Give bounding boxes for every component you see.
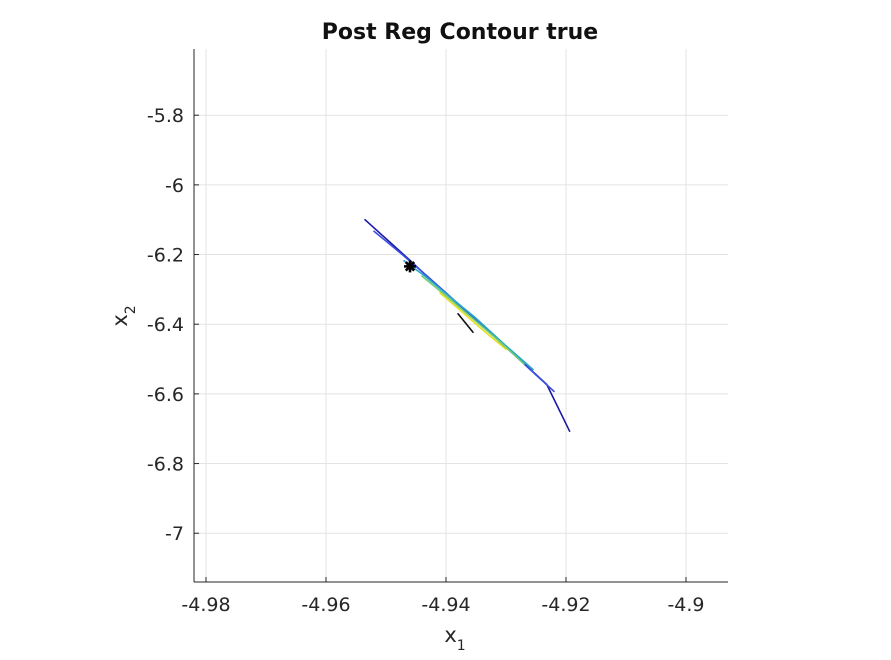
- y-axis-label-subscript: 2: [123, 305, 139, 314]
- contour-line: [439, 292, 507, 351]
- x-tick-label: -4.96: [301, 594, 350, 616]
- x-tick-label: -4.98: [181, 594, 230, 616]
- chart-title: Post Reg Contour true: [322, 20, 598, 45]
- y-tick-label: -7: [165, 523, 184, 545]
- y-axis-label: x2: [108, 305, 139, 326]
- contour-line: [403, 259, 534, 371]
- y-tick-label: -6.6: [147, 384, 184, 406]
- y-tick-label: -6.2: [147, 245, 184, 267]
- x-axis-label-text: x: [444, 623, 456, 647]
- y-axis-label-text: x: [108, 314, 132, 326]
- y-tick-label: -6.8: [147, 454, 184, 476]
- grid-layer: [194, 49, 728, 582]
- x-tick-label: -4.92: [541, 594, 590, 616]
- y-tick-label: -5.8: [147, 105, 184, 127]
- plot-layer: [364, 218, 571, 433]
- x-axis-label-subscript: 1: [457, 638, 466, 654]
- x-tick-label: -4.94: [421, 594, 470, 616]
- contour-line: [421, 275, 525, 365]
- x-axis-label: x1: [444, 623, 465, 654]
- y-tick-label: -6: [165, 175, 184, 197]
- axis-layer: [193, 49, 728, 583]
- x-tick-label: -4.9: [667, 594, 704, 616]
- optimum-marker: [404, 260, 416, 273]
- contour-line: [457, 312, 474, 334]
- tick-layer: -4.98 -4.96 -4.94 -4.92 -4.9 -5.8 -6 -6.2 -6.4 -6…: [147, 105, 705, 616]
- y-tick-label: -6.4: [147, 314, 184, 336]
- marker-stroke: [404, 261, 416, 272]
